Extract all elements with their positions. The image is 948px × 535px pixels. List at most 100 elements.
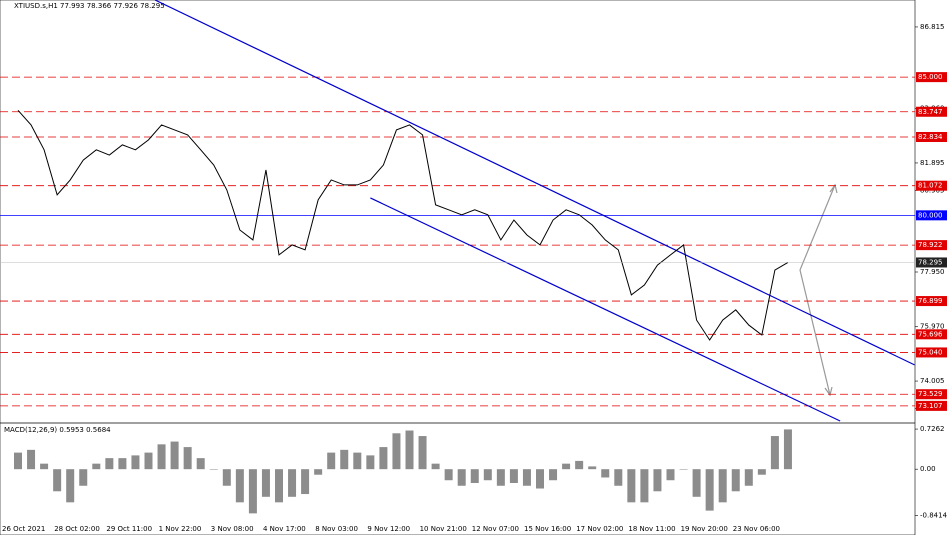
level-label: 73.529 (918, 390, 943, 398)
level-label-box (916, 106, 947, 117)
x-tick-label: 4 Nov 17:00 (263, 525, 306, 533)
level-label-box (916, 389, 947, 400)
chart-title: XTIUSD.s,H1 77.993 78.366 77.926 78.295 (14, 2, 165, 10)
level-label-box (916, 296, 947, 307)
macd-bar (144, 452, 153, 470)
x-tick-label: 26 Oct 2021 (2, 525, 45, 533)
level-label-box (916, 347, 947, 358)
macd-bar (640, 469, 649, 503)
level-label: 75.040 (918, 348, 943, 356)
macd-bar (653, 469, 662, 492)
macd-bar (196, 458, 205, 470)
arrow-up (799, 183, 838, 271)
level-label: 85.000 (918, 73, 943, 81)
macd-bar (666, 469, 675, 481)
channel-line (154, 0, 915, 366)
macd-bar (248, 469, 257, 514)
macd-bar (744, 469, 753, 486)
macd-bar (562, 463, 571, 470)
x-tick-label: 23 Nov 06:00 (733, 525, 780, 533)
x-tick-label: 12 Nov 07:00 (472, 525, 519, 533)
macd-bar (431, 463, 440, 470)
macd-bar (40, 463, 49, 470)
macd-bar (157, 444, 166, 470)
plot-frame (0, 0, 916, 535)
macd-bar (261, 469, 270, 497)
macd-bar (66, 469, 75, 503)
macd-bar (731, 469, 740, 492)
macd-bar (770, 436, 779, 470)
x-tick-label: 3 Nov 08:00 (211, 525, 254, 533)
macd-bar (575, 460, 584, 470)
macd-bar (275, 469, 283, 503)
level-label: 73.107 (918, 402, 943, 410)
macd-bar (588, 466, 597, 470)
x-tick-label: 15 Nov 16:00 (524, 525, 571, 533)
x-tick-label: 19 Nov 20:00 (681, 525, 728, 533)
x-tick-label: 17 Nov 02:00 (576, 525, 623, 533)
macd-bar (118, 458, 127, 470)
last-price-box (916, 257, 947, 268)
macd-bar (536, 469, 544, 489)
level-label: 76.899 (918, 297, 943, 305)
level-label: 80.000 (918, 211, 943, 219)
y-tick-label: 81.895 (920, 159, 945, 167)
macd-bar (783, 429, 792, 470)
macd-bar (379, 447, 388, 470)
macd-bar (418, 436, 427, 470)
macd-bar (444, 469, 453, 481)
level-label: 82.834 (918, 133, 943, 141)
x-tick-label: 1 Nov 22:00 (159, 525, 202, 533)
y-tick-label: 86.815 (920, 23, 945, 31)
macd-bar (601, 469, 610, 478)
macd-bar (496, 469, 505, 486)
macd-bar (353, 452, 362, 470)
last-price-label: 78.295 (918, 258, 943, 266)
macd-bar (483, 469, 492, 481)
macd-bar (92, 463, 101, 470)
y-tick-label: 0.7262 (920, 425, 945, 433)
macd-bar (209, 469, 218, 470)
level-label: 81.072 (918, 182, 943, 190)
channel-line (370, 197, 841, 422)
macd-bar (340, 449, 349, 470)
macd-bar (327, 452, 336, 470)
macd-bar (392, 433, 401, 470)
macd-bar (457, 469, 466, 486)
level-label-box (916, 240, 947, 251)
level-label-box (916, 400, 947, 411)
arrow-down (799, 269, 833, 397)
y-tick-label: 0.00 (920, 465, 936, 473)
level-label: 78.922 (918, 241, 943, 249)
y-tick-label: 77.950 (920, 268, 945, 276)
macd-bar (288, 469, 297, 497)
macd-bar (509, 469, 518, 483)
macd-bar (235, 469, 244, 503)
macd-bar (27, 449, 36, 470)
x-tick-label: 29 Oct 11:00 (106, 525, 152, 533)
macd-bar (705, 469, 714, 511)
macd-bar (170, 441, 179, 470)
x-tick-label: 10 Nov 21:00 (420, 525, 467, 533)
macd-bar (314, 469, 323, 475)
macd-bar (131, 455, 140, 470)
macd-bar (627, 469, 636, 503)
y-tick-label: -0.8414 (920, 512, 948, 520)
macd-bar (53, 469, 62, 492)
macd-bar (679, 469, 688, 470)
level-label: 83.747 (918, 108, 943, 116)
macd-bar (183, 447, 192, 470)
macd-bar (614, 469, 623, 486)
macd-bar (14, 452, 22, 470)
macd-bar (718, 469, 727, 503)
level-label-box (916, 180, 947, 191)
macd-bar (522, 469, 531, 486)
macd-bar (692, 469, 701, 497)
x-tick-label: 8 Nov 03:00 (315, 525, 358, 533)
macd-bar (79, 469, 88, 486)
macd-bar (405, 430, 414, 470)
level-label-box (916, 329, 947, 340)
macd-bar (301, 469, 310, 495)
y-tick-label: 74.005 (920, 377, 945, 385)
